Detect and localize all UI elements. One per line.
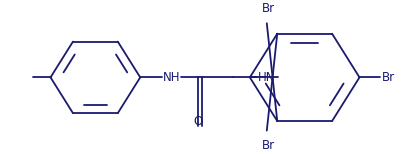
Text: NH: NH	[163, 71, 180, 84]
Text: Br: Br	[261, 139, 274, 152]
Text: O: O	[193, 115, 202, 128]
Text: Br: Br	[261, 2, 274, 15]
Text: Br: Br	[380, 71, 394, 84]
Text: HN: HN	[257, 71, 275, 84]
